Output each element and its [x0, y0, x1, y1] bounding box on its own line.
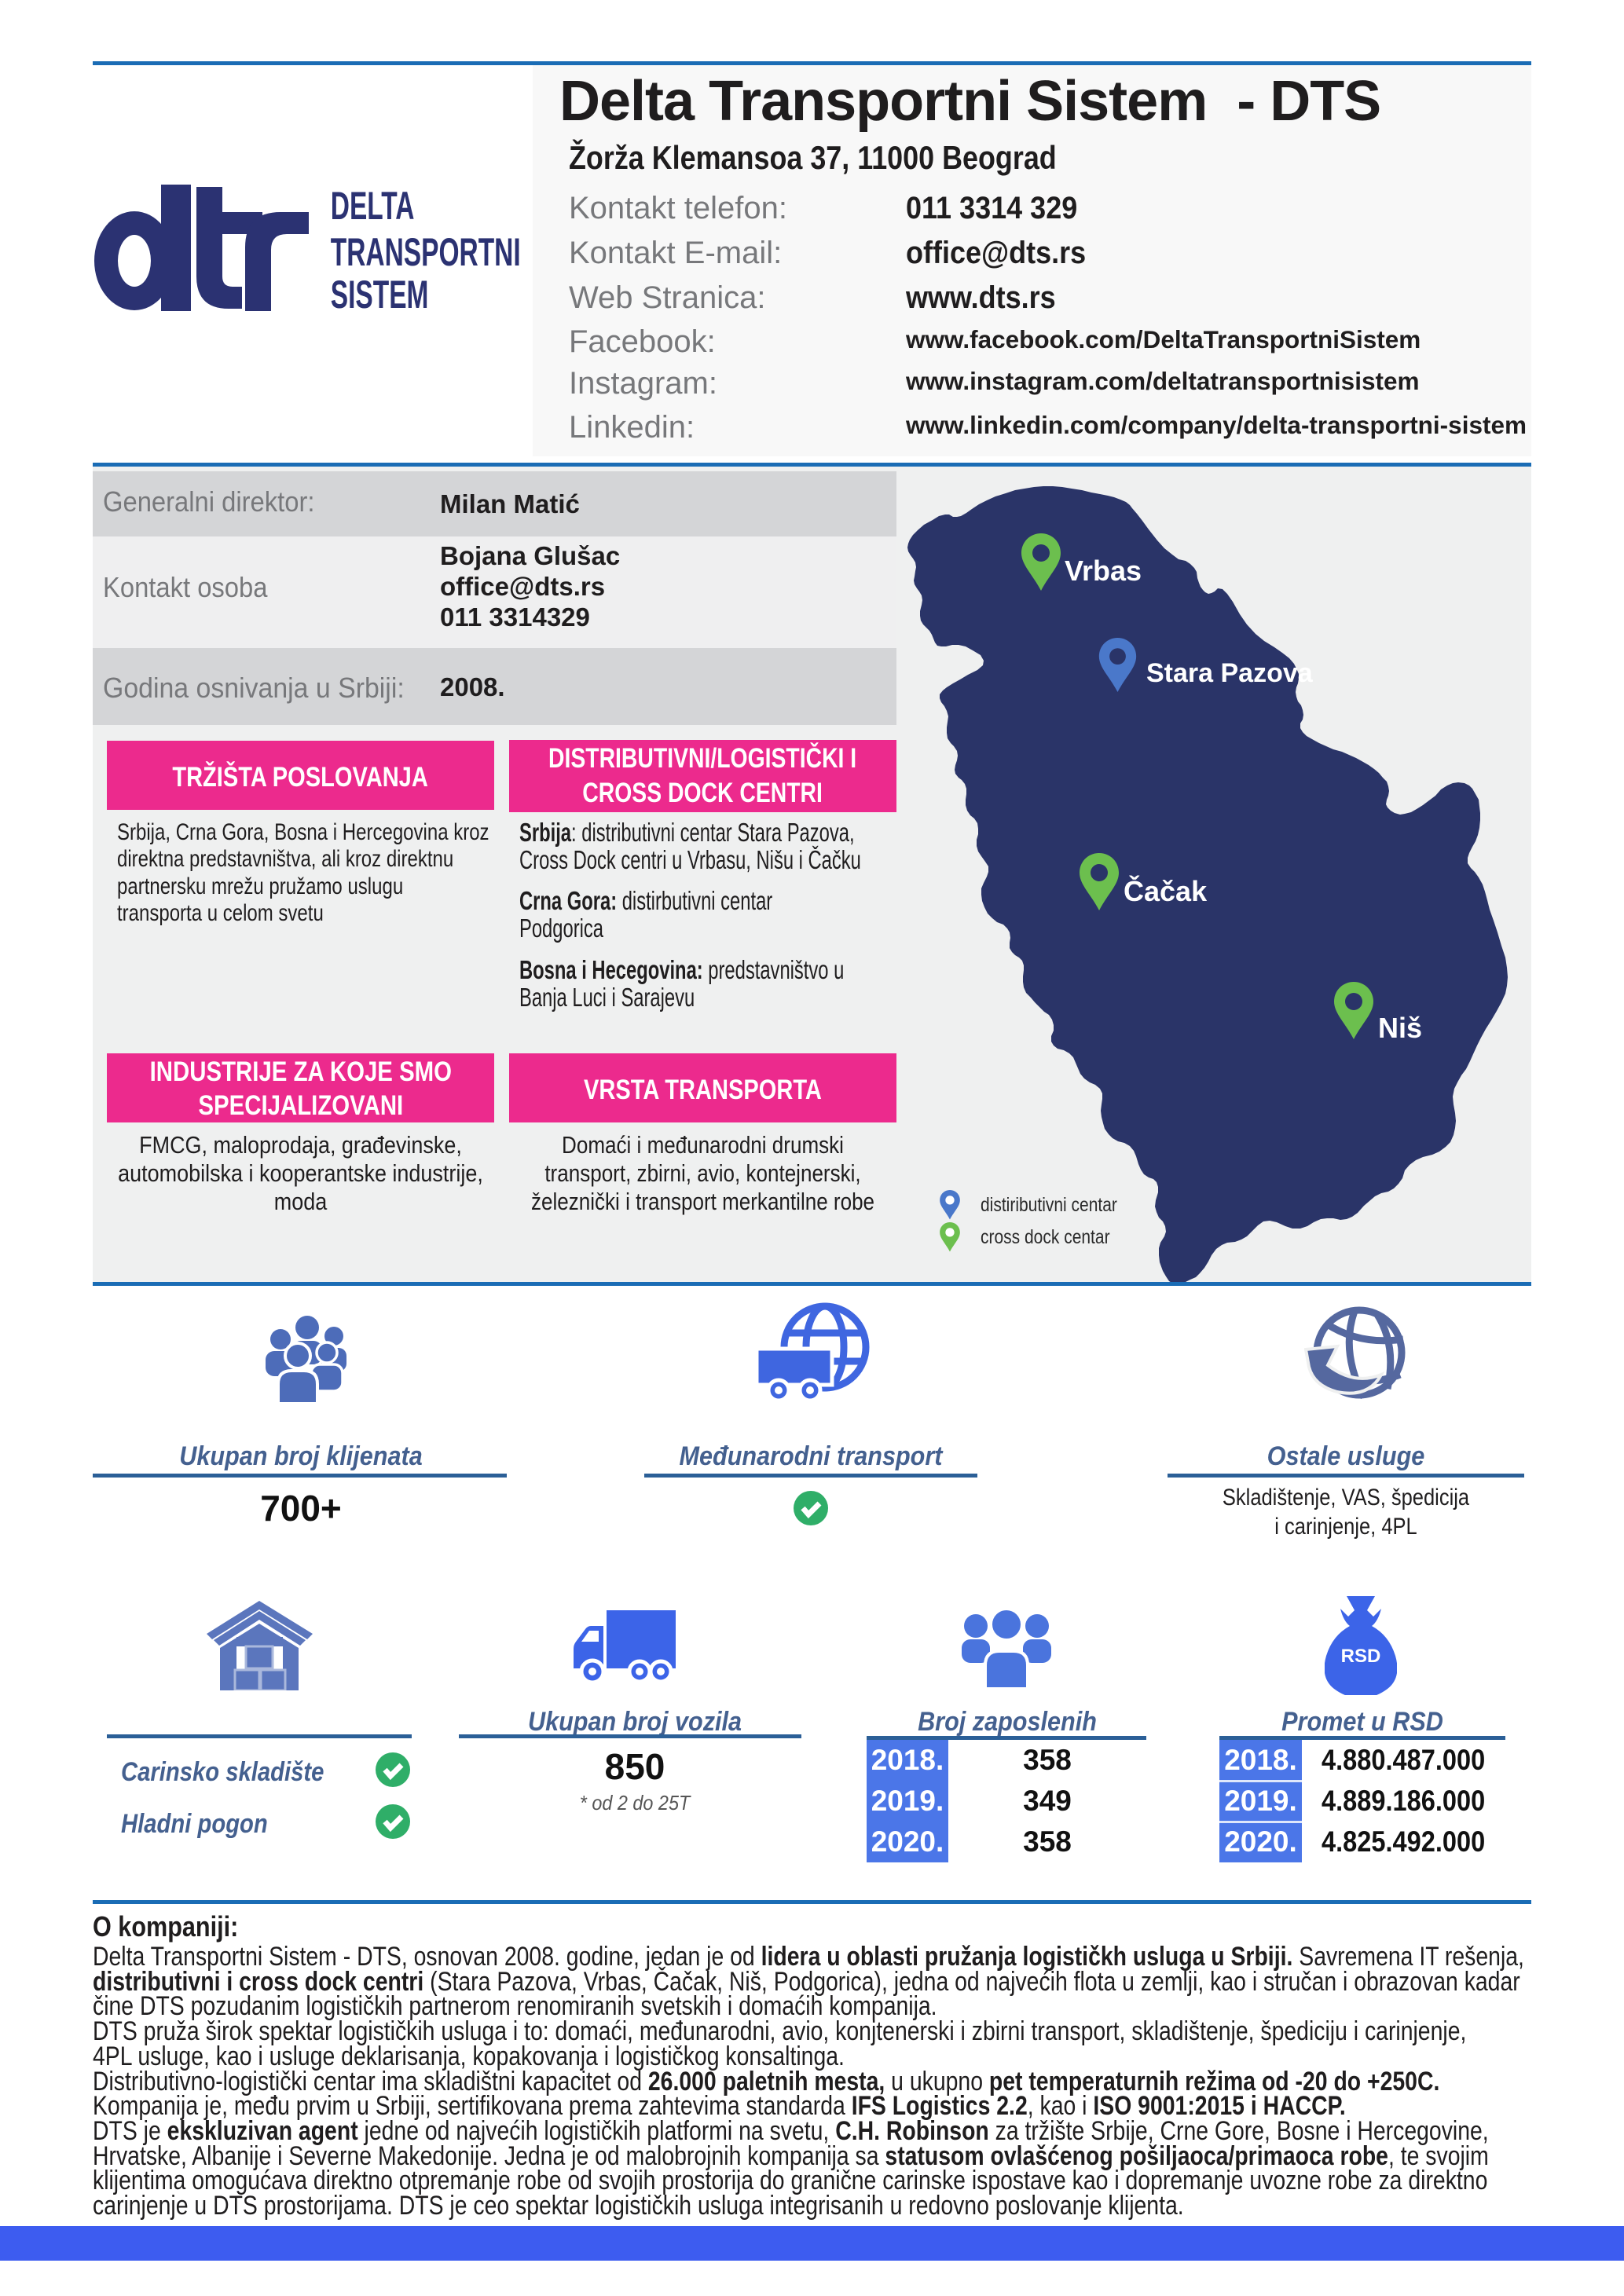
svg-text:TRANSPORTNI: TRANSPORTNI	[331, 230, 521, 274]
svg-text:RSD: RSD	[1341, 1646, 1381, 1667]
svg-text:SISTEM: SISTEM	[331, 273, 429, 316]
svg-text:DELTA: DELTA	[331, 184, 415, 228]
